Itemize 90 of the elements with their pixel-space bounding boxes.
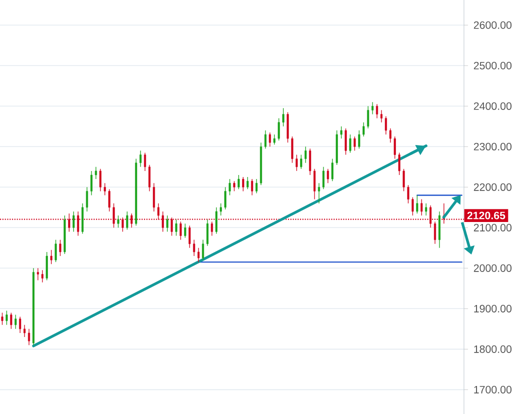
candlestick [425, 203, 428, 216]
candlestick [322, 166, 324, 190]
y-tick-label: 1700.00 [474, 386, 512, 394]
y-tick-label: 2500.00 [474, 62, 512, 70]
candlestick [152, 182, 155, 212]
candlestick [1, 312, 4, 326]
candlestick [99, 168, 102, 192]
candlestick [344, 128, 347, 156]
candlestick [420, 198, 423, 216]
candlestick [28, 328, 30, 346]
candlestick [309, 148, 312, 176]
candlestick [278, 118, 280, 141]
y-tick-label: 1900.00 [474, 304, 512, 312]
ref-line-label: 2120.65 [467, 212, 506, 220]
candlestick [412, 196, 414, 216]
candlestick [140, 150, 142, 168]
candlestick [202, 239, 204, 260]
candlestick [215, 207, 218, 234]
candlestick [59, 239, 62, 256]
candlestick [362, 122, 365, 137]
candlestick [41, 270, 44, 283]
candlestick [104, 182, 106, 196]
candlestick [86, 186, 88, 212]
candlestick [228, 178, 231, 196]
candlestick [407, 184, 410, 204]
candlestick [389, 128, 392, 143]
candlestick [300, 154, 302, 170]
candlestick [72, 211, 75, 232]
candlestick [402, 168, 405, 192]
candlestick [291, 136, 294, 164]
candlestick [144, 152, 146, 172]
candlestick [296, 154, 298, 172]
candlestick [117, 215, 120, 228]
candlestick [372, 102, 374, 115]
candlestick [175, 219, 178, 236]
candlestick [188, 225, 191, 248]
candlestick [251, 178, 254, 196]
candlestick [358, 130, 360, 149]
candlestick [94, 166, 97, 180]
candlestick [206, 219, 208, 246]
candlestick [264, 130, 266, 149]
candlestick [19, 316, 22, 334]
candlestick [398, 152, 400, 176]
y-tick-label: 2000.00 [474, 264, 512, 272]
candlestick [331, 158, 334, 182]
candlestick [326, 168, 329, 184]
candlestick [354, 136, 356, 152]
candlestick [233, 180, 236, 192]
candlestick [246, 176, 249, 190]
candlestick [126, 211, 128, 230]
candlestick [268, 132, 271, 147]
candlestick [90, 170, 92, 196]
candlestick [273, 134, 276, 145]
y-tick-label: 2200.00 [474, 183, 512, 191]
candlestick [220, 203, 222, 216]
y-tick-label: 1800.00 [474, 345, 512, 353]
candlestick [238, 174, 240, 190]
candlestick [242, 176, 244, 192]
y-tick-label: 2300.00 [474, 142, 512, 150]
candlestick [10, 312, 12, 330]
candlestick [318, 182, 320, 204]
candlestick [198, 248, 200, 262]
y-tick-label: 2600.00 [474, 21, 512, 29]
candlestick [108, 188, 110, 212]
candlestick [314, 168, 316, 200]
candlestick [380, 110, 382, 123]
y-tick-label: 2400.00 [474, 102, 512, 110]
candlestick [416, 194, 418, 214]
candlestick [46, 252, 48, 281]
candlestick [340, 126, 342, 139]
candlestick [224, 186, 226, 210]
candlestick [166, 215, 168, 232]
candlestick [24, 324, 26, 338]
candlestick [6, 310, 8, 326]
candlestick [282, 108, 284, 127]
candlestick [50, 250, 52, 264]
candlestick [193, 239, 196, 256]
candlestick [54, 239, 57, 262]
candlestick [349, 134, 352, 154]
candlestick [394, 136, 396, 160]
candlestick [376, 104, 378, 119]
y-tick-label: 2100.00 [474, 224, 512, 232]
candlestick [36, 268, 39, 281]
candlestick [256, 178, 258, 194]
candlestick [367, 106, 370, 129]
candlestick [384, 116, 387, 135]
candlestick [148, 164, 150, 192]
candlestick [184, 223, 186, 238]
candlestick [14, 314, 17, 330]
candlestick [304, 146, 307, 164]
